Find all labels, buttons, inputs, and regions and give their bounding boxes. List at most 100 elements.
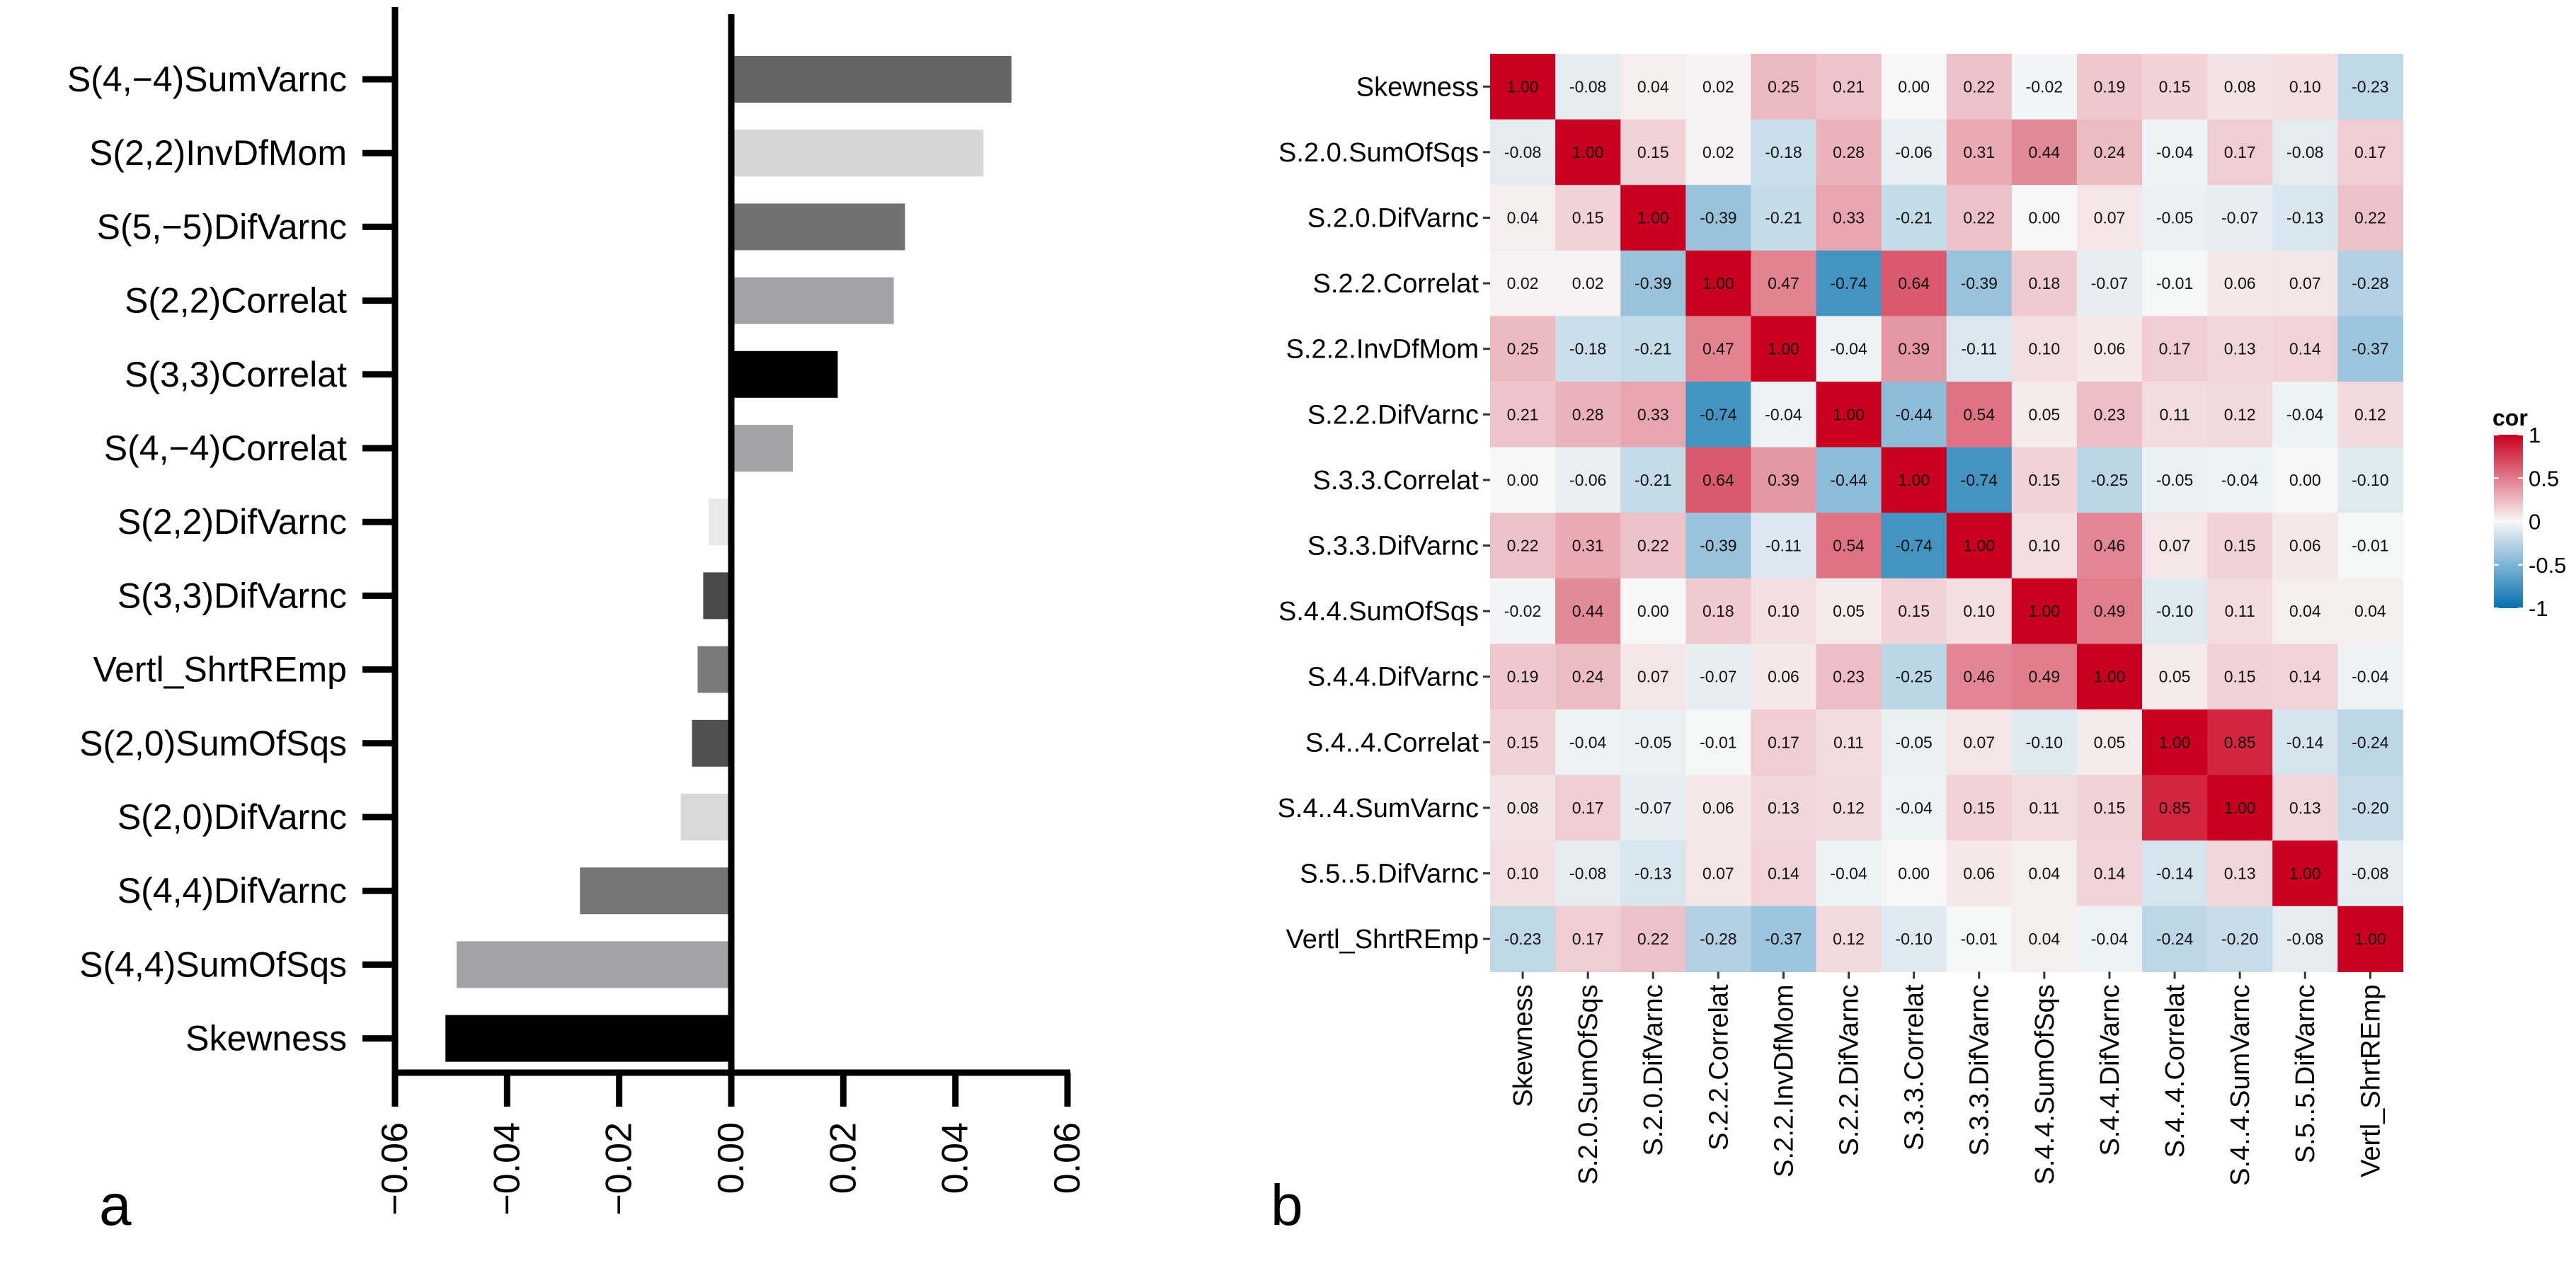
heatmap-cell xyxy=(1555,316,1621,382)
heatmap-cell xyxy=(2337,840,2403,907)
heatmap-cell xyxy=(1881,250,1947,316)
cell-value-label: 0.11 xyxy=(2160,405,2190,423)
cell-value-label: -0.39 xyxy=(1961,274,1998,292)
x-tick-label: −0.06 xyxy=(374,1122,416,1216)
cell-value-label: -0.08 xyxy=(2286,930,2323,948)
x-tick-label: 0.04 xyxy=(935,1122,976,1194)
row-label: S.4.4.DifVarnc xyxy=(1307,663,1479,692)
cell-value-label: 0.15 xyxy=(1637,143,1669,161)
cell-value-label: -0.04 xyxy=(2221,471,2259,489)
heatmap-cell xyxy=(1881,119,1947,186)
cell-value-label: 0.46 xyxy=(2094,537,2126,555)
heatmap-cell xyxy=(1751,775,1817,841)
heatmap-cell xyxy=(1881,775,1947,841)
heatmap-cell xyxy=(1685,119,1751,186)
heatmap-cell xyxy=(1946,840,2013,907)
heatmap-cell xyxy=(1685,382,1751,448)
heatmap-cell xyxy=(2337,447,2403,513)
cell-value-label: -0.20 xyxy=(2221,930,2258,948)
heatmap-cell xyxy=(1490,513,1556,579)
cell-value-label: 0.05 xyxy=(1833,602,1865,620)
cell-value-label: 1.00 xyxy=(2289,865,2321,883)
heatmap-cell xyxy=(2076,578,2143,644)
cell-value-label: -0.20 xyxy=(2352,799,2388,817)
row-label: S.3.3.DifVarnc xyxy=(1307,532,1479,561)
legend-title: cor xyxy=(2492,405,2528,430)
cell-value-label: 1.00 xyxy=(1637,209,1669,227)
heatmap-cell xyxy=(1685,250,1751,316)
heatmap-cell xyxy=(1816,644,1882,710)
x-tick-label: 0.06 xyxy=(1047,1122,1088,1194)
cell-value-label: 0.06 xyxy=(1963,865,1995,883)
heatmap-cell xyxy=(2207,644,2273,710)
cell-value-label: 0.02 xyxy=(1572,274,1604,292)
heatmap-cell xyxy=(2076,709,2143,776)
y-tick-label: S(2,0)DifVarnc xyxy=(118,797,347,837)
cell-value-label: 0.15 xyxy=(1572,209,1604,227)
cell-value-label: 1.00 xyxy=(2028,602,2060,620)
cell-value-label: -0.39 xyxy=(1635,274,1671,292)
y-tick-label: S(5,−5)DifVarnc xyxy=(97,207,347,246)
cell-value-label: -0.04 xyxy=(1830,340,1867,358)
heatmap-cell xyxy=(2076,250,2143,316)
cell-value-label: 0.08 xyxy=(1507,799,1539,817)
y-tick-label: Vertl_ShrtREmp xyxy=(93,650,347,690)
cell-value-label: 0.06 xyxy=(1702,799,1734,817)
cell-value-label: 0.15 xyxy=(2094,799,2126,817)
heatmap-cell xyxy=(2011,513,2078,579)
cell-value-label: 0.04 xyxy=(1507,209,1539,227)
cell-value-label: 0.21 xyxy=(1507,405,1539,423)
heatmap-cell xyxy=(1946,775,2013,841)
cell-value-label: -0.10 xyxy=(2156,602,2193,620)
legend-tick-label: -1 xyxy=(2529,596,2548,621)
cell-value-label: -0.11 xyxy=(1765,537,1802,555)
cell-value-label: -0.04 xyxy=(1895,799,1933,817)
cell-value-label: -0.39 xyxy=(1700,209,1736,227)
heatmap-cell xyxy=(2011,250,2078,316)
cell-value-label: 1.00 xyxy=(1507,77,1539,96)
cell-value-label: 0.06 xyxy=(2224,274,2256,292)
cell-value-label: 0.17 xyxy=(2354,143,2386,161)
heatmap-cell xyxy=(1881,513,1947,579)
cell-value-label: 0.25 xyxy=(1768,77,1799,96)
panel-label-b: b xyxy=(1271,1173,1303,1238)
heatmap-cell xyxy=(2207,185,2273,251)
cell-value-label: 0.10 xyxy=(2289,77,2321,96)
heatmap-cell xyxy=(1881,906,1947,972)
heatmap-cell xyxy=(1555,578,1621,644)
y-tick-label: S(4,4)SumOfSqs xyxy=(79,945,347,984)
cell-value-label: -0.07 xyxy=(1635,799,1671,817)
cell-value-label: -0.07 xyxy=(2091,274,2128,292)
heatmap-cell xyxy=(1751,840,1817,907)
heatmap-cell xyxy=(2272,250,2338,316)
column-label: S.2.2.InvDfMom xyxy=(1769,984,1799,1177)
legend-tick-label: -0.5 xyxy=(2529,553,2566,578)
y-tick-label: S(3,3)Correlat xyxy=(125,355,347,394)
heatmap-cell xyxy=(2011,119,2078,186)
cell-value-label: 0.06 xyxy=(2289,537,2321,555)
heatmap-cell xyxy=(1816,54,1882,120)
cell-value-label: 0.22 xyxy=(1637,537,1669,555)
cell-value-label: -0.37 xyxy=(2352,340,2388,358)
cell-value-label: 0.12 xyxy=(2354,405,2386,423)
heatmap-cell xyxy=(1620,578,1686,644)
cell-value-label: 0.14 xyxy=(2289,668,2321,686)
cell-value-label: 0.33 xyxy=(1833,209,1865,227)
heatmap-cell xyxy=(1751,644,1817,710)
heatmap-cell xyxy=(2272,906,2338,972)
heatmap-cell xyxy=(1816,578,1882,644)
row-label: Vertl_ShrtREmp xyxy=(1286,925,1479,954)
heatmap-cell xyxy=(2207,382,2273,448)
heatmap-cell xyxy=(1685,578,1751,644)
heatmap-cell xyxy=(1620,119,1686,186)
cell-value-label: 0.06 xyxy=(1768,668,1799,686)
heatmap-cell xyxy=(1946,447,2013,513)
cell-value-label: 0.28 xyxy=(1833,143,1865,161)
cell-value-label: -0.06 xyxy=(1569,471,1606,489)
cell-value-label: -0.05 xyxy=(2156,471,2193,489)
heatmap-cell xyxy=(1751,513,1817,579)
heatmap-cell xyxy=(2011,185,2078,251)
heatmap-cell xyxy=(2272,382,2338,448)
bar xyxy=(445,1015,731,1062)
heatmap-cell xyxy=(1685,709,1751,776)
